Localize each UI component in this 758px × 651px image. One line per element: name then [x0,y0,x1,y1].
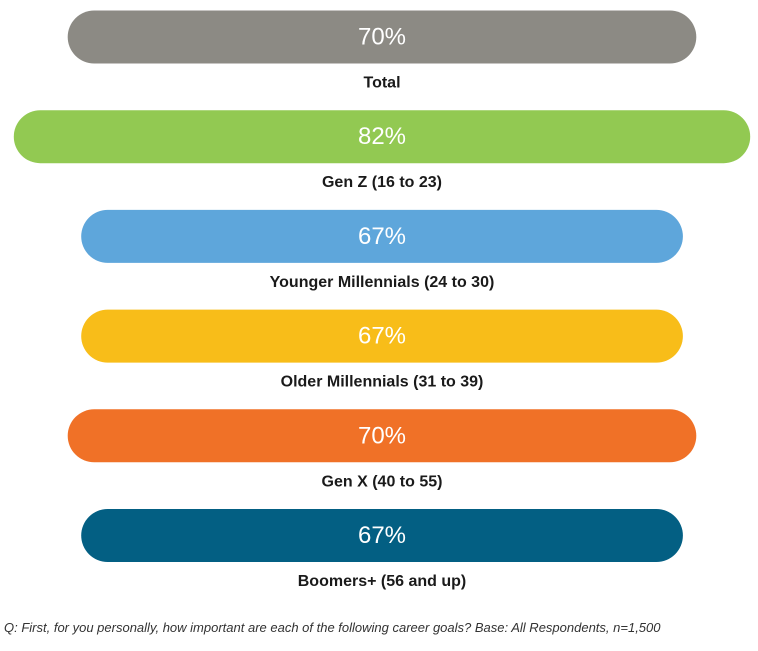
bar-group: 67% Younger Millennials (24 to 30) [81,209,683,291]
category-label: Boomers+ (56 and up) [298,573,466,590]
bar [67,10,697,64]
bar-group: 70% Total [67,10,697,92]
bar-group: 82% Gen Z (16 to 23) [13,110,751,191]
category-label: Gen X (40 to 55) [322,473,443,490]
category-label: Younger Millennials (24 to 30) [270,274,495,291]
bars-layer: 70% Total 82% Gen Z (16 to 23) 67% Younger Mi… [13,10,751,590]
bar [67,409,697,463]
bar-value-label: 67% [358,522,406,549]
bar-value-label: 82% [358,123,406,150]
category-label: Older Millennials (31 to 39) [281,374,484,391]
bar-value-label: 67% [358,323,406,350]
category-label: Gen Z (16 to 23) [322,174,442,191]
footnote: Q: First, for you personally, how import… [4,620,661,635]
bar [81,509,683,562]
bar-group: 70% Gen X (40 to 55) [67,409,697,490]
bar-value-label: 70% [358,422,406,449]
bar-group: 67% Older Millennials (31 to 39) [81,309,683,391]
bar-value-label: 70% [358,24,406,51]
bar [81,309,683,363]
bar [13,110,751,164]
bar-value-label: 67% [358,223,406,250]
bar-group: 67% Boomers+ (56 and up) [81,509,683,590]
career-goals-bar-chart: 70% Total 82% Gen Z (16 to 23) 67% Younger Mi… [13,10,751,590]
category-label: Total [363,75,400,92]
bar [81,209,683,263]
